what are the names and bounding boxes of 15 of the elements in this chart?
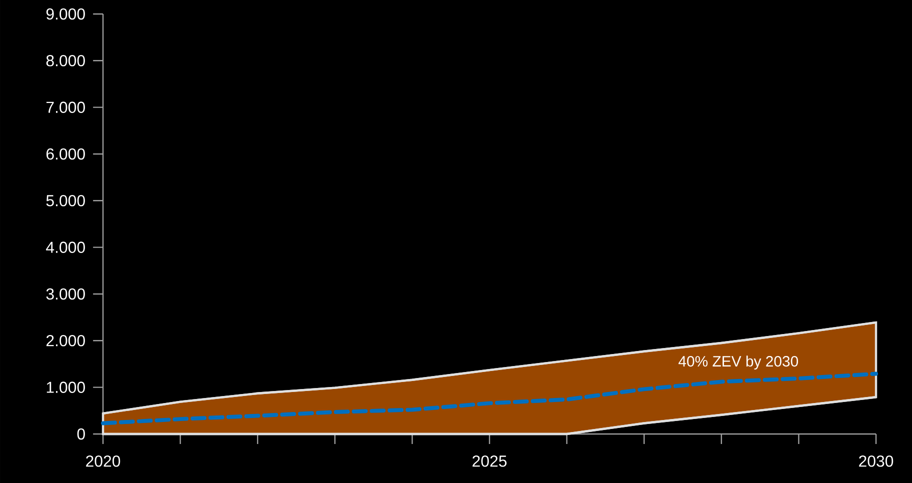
y-tick-label: 7.000 (46, 102, 85, 113)
y-tick-label: 5.000 (46, 195, 85, 206)
x-tick-label: 2025 (472, 456, 507, 467)
y-tick-label: 8.000 (46, 55, 85, 66)
y-tick-label: 2.000 (46, 335, 85, 346)
y-tick-label: 4.000 (46, 242, 85, 253)
y-tick-label: 6.000 (46, 148, 85, 160)
y-tick-label: 0 (77, 428, 85, 440)
annotation: 40% ZEV by 2030 (678, 356, 798, 370)
x-tick-label: 2030 (859, 456, 894, 467)
y-tick-label: 1.000 (46, 382, 85, 393)
y-tick-label: 9.000 (46, 8, 85, 20)
y-tick-label: 3.000 (46, 288, 85, 300)
line-series (101, 372, 878, 426)
x-tick-label: 2020 (86, 456, 120, 467)
